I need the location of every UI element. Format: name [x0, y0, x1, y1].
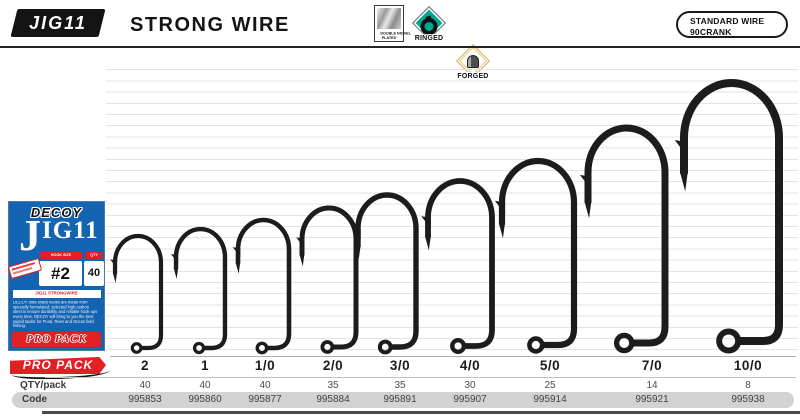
qty-value: 35: [327, 380, 339, 391]
size-label: 3/0: [389, 358, 411, 373]
code-value: 995938: [731, 394, 765, 405]
product-package: DECOY J IG11 HOOK SIZE QTY #2 40 JIG11 S…: [7, 201, 105, 351]
product-name: STRONG WIRE: [130, 14, 290, 36]
brand-logo: DECOY: [30, 205, 83, 220]
hook-illustration-1: [170, 226, 228, 355]
hook-illustration-3-0: [351, 192, 419, 355]
code-value: 995860: [188, 394, 222, 405]
hook-illustration-2: [110, 233, 164, 354]
package-description: DECOY ultra sharp hooks are made from sp…: [13, 301, 98, 329]
size-ruler-gridlines: [106, 59, 798, 353]
qty-field-label: QTY: [85, 252, 103, 259]
hook-eye: [255, 341, 269, 355]
hook-illustration-2-0: [296, 205, 359, 354]
size-label: 4/0: [459, 358, 481, 373]
table-mid-line: [45, 377, 796, 378]
code-value: 995907: [453, 394, 487, 405]
size-label: 2: [140, 358, 150, 373]
double-nickel-plated-icon: DOUBLE NICKEL PLATED: [374, 5, 411, 42]
hook-eye: [613, 332, 635, 354]
package-model-initial: J: [19, 211, 41, 260]
qty-value: 25: [544, 380, 556, 391]
standard-wire-badge: STANDARD WIRE 90CRANK: [676, 11, 788, 38]
nickel-label: DOUBLE NICKEL PLATED: [380, 31, 411, 40]
hook-illustration-4-0: [421, 178, 495, 354]
qty-value: 40: [139, 380, 151, 391]
hook-illustration-10-0: [674, 79, 783, 354]
code-value: 995853: [128, 394, 162, 405]
hook-eye: [130, 342, 143, 354]
hook-eye: [320, 340, 335, 354]
qty-value: 40: [259, 380, 271, 391]
size-label: 5/0: [539, 358, 561, 373]
hook-illustration-7-0: [579, 124, 669, 354]
size-label: 1: [200, 358, 210, 373]
hook-size-field-label: HOOK SIZE: [40, 252, 82, 259]
hook-eye: [377, 339, 393, 355]
pro-pack-logo: PRO PACK: [10, 357, 106, 374]
qty-value: 35: [394, 380, 406, 391]
size-label: 1/0: [254, 358, 276, 373]
qty-value: 30: [464, 380, 476, 391]
hook-eye: [527, 336, 545, 354]
hook-size-value: #2: [39, 261, 82, 286]
package-subtitle: JIG11 STRONGWIRE: [13, 290, 101, 298]
table-top-line: [110, 356, 796, 357]
size-label: 10/0: [733, 358, 763, 373]
package-model-rest: IG11: [42, 217, 99, 244]
hook-eye: [192, 341, 206, 355]
wire-badge-line2: 90CRANK: [690, 26, 732, 37]
code-value: 995914: [533, 394, 567, 405]
ringed-label: RINGED: [414, 35, 444, 42]
hook-illustration-5-0: [494, 157, 578, 354]
qty-value: 14: [646, 380, 658, 391]
header-rule: [0, 46, 800, 48]
wire-badge-line1: STANDARD WIRE: [690, 16, 765, 26]
ringed-icon: RINGED: [410, 5, 448, 43]
qty-row-label: QTY/pack: [20, 380, 67, 391]
ring-glyph: [420, 18, 438, 35]
hook-eye: [716, 328, 742, 354]
size-label: 7/0: [641, 358, 663, 373]
package-pro-pack-band: PRO PACK: [12, 332, 101, 347]
code-value: 995884: [316, 394, 350, 405]
qty-value: 8: [745, 380, 751, 391]
code-value: 995877: [248, 394, 282, 405]
code-row-band: [12, 392, 794, 408]
code-value: 995891: [383, 394, 417, 405]
hook-illustration-1-0: [232, 217, 292, 355]
qty-value: 40: [199, 380, 211, 391]
hook-eye: [450, 338, 467, 354]
qty-value: 40: [84, 261, 104, 286]
package-sticker-badge: [7, 257, 43, 280]
code-value: 995921: [635, 394, 669, 405]
bottom-rule: [42, 411, 800, 414]
nickel-swatch: [377, 8, 401, 29]
code-row-label: Code: [22, 394, 47, 405]
size-label: 2/0: [322, 358, 344, 373]
